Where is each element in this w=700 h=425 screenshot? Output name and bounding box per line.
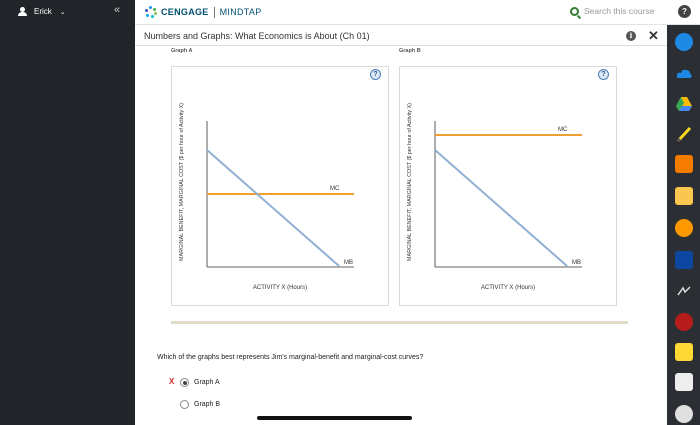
home-indicator bbox=[257, 416, 412, 420]
incorrect-x-icon: X bbox=[169, 377, 175, 386]
audio-icon[interactable] bbox=[675, 219, 693, 237]
user-icon bbox=[18, 7, 27, 16]
search-placeholder: Search this course bbox=[584, 6, 655, 16]
dictionary-icon[interactable] bbox=[675, 187, 693, 205]
graph-a-help-icon[interactable]: ? bbox=[370, 69, 381, 80]
brand-logo: CENGAGE MINDTAP bbox=[145, 6, 262, 18]
app-dock bbox=[667, 25, 700, 425]
brand-separator bbox=[213, 6, 215, 18]
option-graph-b-label: Graph B bbox=[194, 401, 221, 408]
graph-b-x-axis-label: ACTIVITY X (Hours) bbox=[481, 285, 535, 291]
chat-icon[interactable] bbox=[675, 405, 693, 423]
graph-b-help-icon[interactable]: ? bbox=[598, 69, 609, 80]
notes-icon[interactable] bbox=[675, 343, 693, 361]
messages-icon[interactable] bbox=[675, 373, 693, 391]
collapse-nav-icon[interactable]: « bbox=[114, 4, 121, 16]
page-title: Numbers and Graphs: What Economics is Ab… bbox=[144, 31, 370, 41]
graph-a-mc-label: MC bbox=[330, 186, 340, 192]
graph-b-title: Graph B bbox=[399, 48, 421, 54]
user-menu[interactable]: Erick ⌄ bbox=[18, 7, 66, 16]
rss-icon[interactable] bbox=[675, 155, 693, 173]
graph-a-y-axis-label: MARGINAL BENEFIT, MARGINAL COST ($ per h… bbox=[179, 103, 185, 261]
graph-b-chart: MARGINAL BENEFIT, MARGINAL COST ($ per h… bbox=[407, 103, 582, 291]
content-header: Numbers and Graphs: What Economics is Ab… bbox=[135, 25, 667, 46]
graph-b-mc-label: MC bbox=[558, 127, 568, 133]
graph-b-panel: ? MARGINAL BENEFIT, MARGINAL COST ($ per… bbox=[399, 66, 617, 306]
course-search[interactable]: Search this course bbox=[570, 6, 654, 16]
graph-a-panel: ? MARGINAL BENEFIT, MARGINAL COST ($ per… bbox=[171, 66, 389, 306]
drive-icon[interactable] bbox=[675, 95, 693, 113]
cengage-logo-icon bbox=[145, 6, 157, 18]
chevron-down-icon: ⌄ bbox=[59, 8, 66, 16]
cengage-icon[interactable] bbox=[675, 33, 693, 51]
close-icon[interactable]: ✕ bbox=[648, 28, 659, 43]
brand-product: MINDTAP bbox=[219, 7, 262, 17]
graph-b-y-axis-label: MARGINAL BENEFIT, MARGINAL COST ($ per h… bbox=[407, 103, 413, 261]
user-name: Erick bbox=[34, 7, 52, 16]
pen-icon[interactable] bbox=[675, 125, 693, 143]
option-graph-a-label: Graph A bbox=[194, 379, 220, 386]
brand-name: CENGAGE bbox=[161, 7, 209, 17]
left-navigation: Erick ⌄ « bbox=[0, 0, 135, 425]
graph-b-mb-line bbox=[434, 149, 568, 267]
question-text: Which of the graphs best represents Jim'… bbox=[157, 354, 424, 361]
option-graph-b[interactable]: Graph B bbox=[180, 400, 220, 409]
book-icon[interactable] bbox=[675, 251, 693, 269]
graph-a-mb-label: MB bbox=[344, 260, 353, 266]
graph-a-x-axis-label: ACTIVITY X (Hours) bbox=[253, 285, 307, 291]
search-icon bbox=[570, 6, 579, 16]
graph-a-chart: MARGINAL BENEFIT, MARGINAL COST ($ per h… bbox=[179, 103, 354, 291]
graph-a-mb-line bbox=[206, 149, 340, 267]
flashcards-icon[interactable] bbox=[675, 283, 693, 301]
section-divider bbox=[171, 321, 628, 324]
help-icon[interactable]: ? bbox=[678, 5, 691, 18]
graph-a-title: Graph A bbox=[171, 48, 193, 54]
adobe-icon[interactable] bbox=[675, 313, 693, 331]
cloud-icon[interactable] bbox=[675, 65, 693, 83]
info-icon[interactable]: i bbox=[626, 31, 636, 41]
graph-b-mb-label: MB bbox=[572, 260, 581, 266]
radio-graph-b[interactable] bbox=[180, 400, 189, 409]
radio-graph-a[interactable] bbox=[180, 378, 189, 387]
option-graph-a[interactable]: Graph A bbox=[180, 378, 220, 387]
